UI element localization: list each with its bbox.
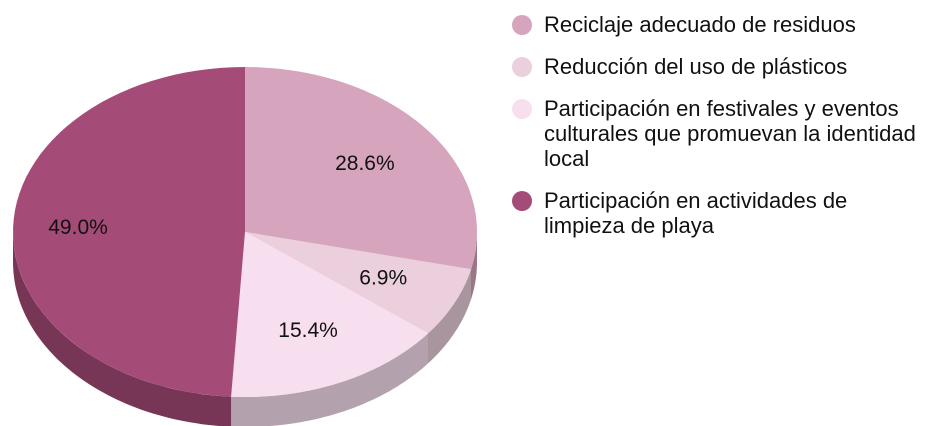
- legend-item: Participación en actividades de limpieza…: [512, 188, 924, 238]
- legend-label: Participación en actividades de limpieza…: [544, 188, 848, 238]
- slice-side: [428, 269, 471, 364]
- data-label: 28.6%: [335, 152, 395, 175]
- legend-label: Reciclaje adecuado de residuos: [544, 12, 856, 37]
- legend-item: Reducción del uso de plásticos: [512, 54, 924, 79]
- legend-label: Participación en festivales y eventos cu…: [544, 96, 916, 171]
- data-label: 15.4%: [278, 319, 338, 342]
- slice: [231, 232, 428, 397]
- legend-marker: [512, 57, 532, 77]
- legend-marker: [512, 99, 532, 119]
- slice-side: [13, 232, 232, 426]
- slice: [245, 67, 477, 270]
- legend-item: Participación en festivales y eventos cu…: [512, 96, 924, 171]
- legend-marker: [512, 15, 532, 35]
- legend-label: Reducción del uso de plásticos: [544, 54, 848, 79]
- slice-side: [471, 232, 477, 300]
- legend: Reciclaje adecuado de residuos Reducción …: [512, 12, 924, 255]
- legend-marker: [512, 191, 532, 211]
- slice: [245, 232, 471, 334]
- data-label: 6.9%: [359, 266, 407, 289]
- slice: [13, 67, 245, 397]
- legend-item: Reciclaje adecuado de residuos: [512, 12, 924, 37]
- data-label: 49.0%: [48, 216, 108, 239]
- slice-side: [231, 333, 428, 426]
